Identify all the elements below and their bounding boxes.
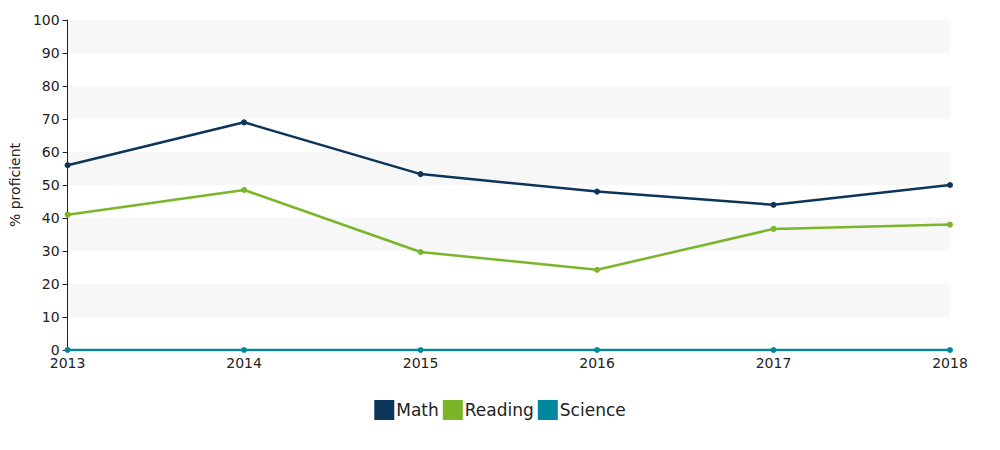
svg-text:% proficient: % proficient <box>7 142 23 227</box>
svg-text:2018: 2018 <box>932 355 968 371</box>
svg-text:20: 20 <box>42 276 60 292</box>
svg-text:2015: 2015 <box>403 355 439 371</box>
svg-text:70: 70 <box>42 111 60 127</box>
svg-text:2014: 2014 <box>226 355 262 371</box>
svg-text:30: 30 <box>42 243 60 259</box>
svg-text:2013: 2013 <box>50 355 86 371</box>
svg-text:80: 80 <box>42 78 60 94</box>
svg-text:Science: Science <box>560 400 626 420</box>
svg-text:0: 0 <box>50 342 60 358</box>
svg-text:60: 60 <box>42 144 60 160</box>
svg-text:Math: Math <box>396 400 439 420</box>
svg-text:10: 10 <box>42 309 60 325</box>
svg-text:90: 90 <box>42 45 60 61</box>
svg-text:2017: 2017 <box>756 355 792 371</box>
svg-text:100: 100 <box>33 12 60 28</box>
svg-text:40: 40 <box>42 210 60 226</box>
svg-text:2016: 2016 <box>579 355 615 371</box>
svg-text:Reading: Reading <box>465 400 534 420</box>
svg-text:50: 50 <box>42 177 60 193</box>
